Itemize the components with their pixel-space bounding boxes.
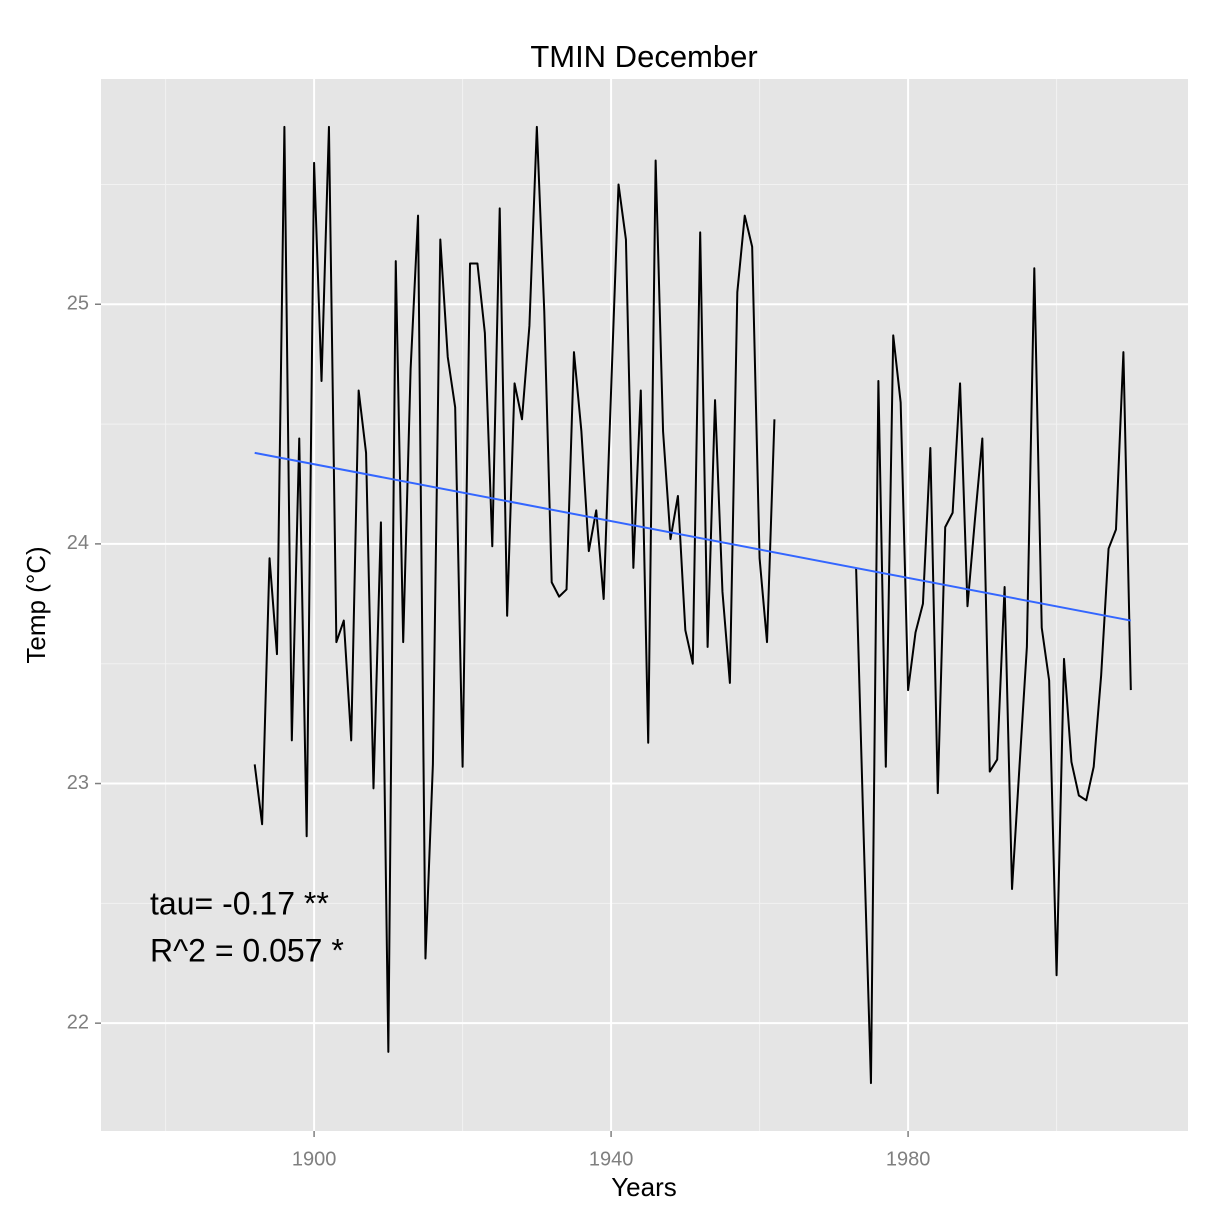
x-tick-label: 1980 [886,1148,931,1170]
trend-line [254,451,1132,622]
data-line [253,125,1132,1085]
x-tick-label: 1940 [589,1148,634,1170]
annotation: R^2 = 0.057 * [150,932,344,968]
y-tick-label: 23 [67,772,89,794]
y-tick-label: 25 [67,293,89,315]
x-tick-label: 1900 [292,1148,337,1170]
x-axis-label: Years [611,1172,677,1202]
y-axis-label: Temp (°C) [21,546,51,663]
y-tick-label: 22 [67,1011,89,1033]
annotation: tau= -0.17 ** [150,885,329,921]
chart-title: TMIN December [530,39,757,74]
y-tick-label: 24 [67,532,89,554]
